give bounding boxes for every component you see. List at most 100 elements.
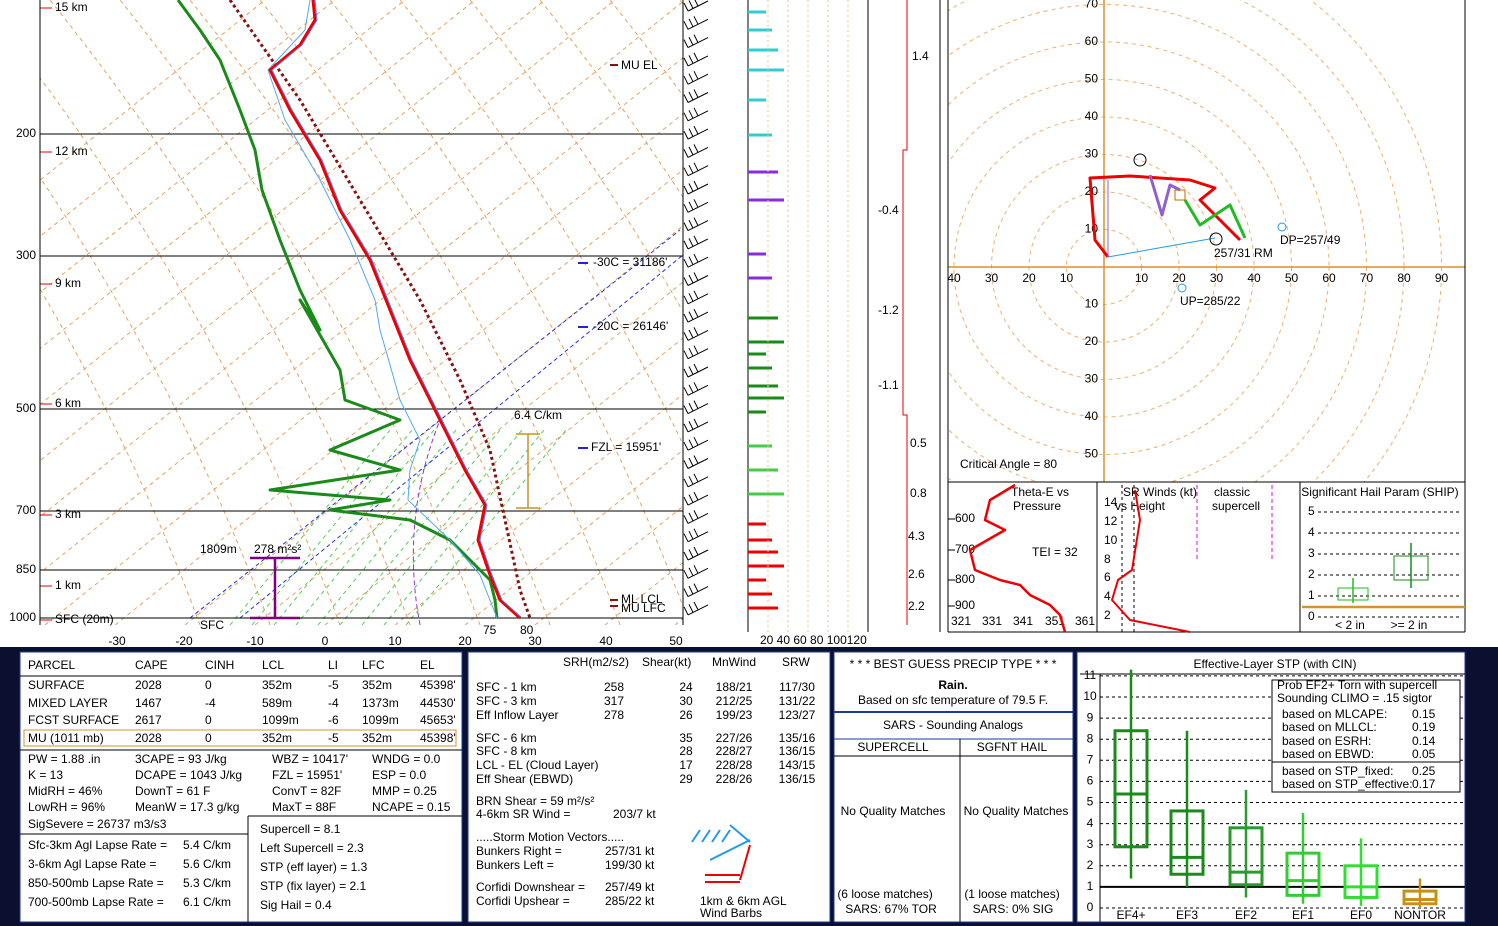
label: 40 bbox=[1085, 409, 1099, 423]
label: SURFACE bbox=[28, 678, 85, 692]
line bbox=[683, 149, 689, 158]
label: 30 bbox=[679, 694, 693, 708]
line bbox=[688, 567, 694, 577]
line bbox=[254, 281, 683, 625]
label: 35 bbox=[679, 731, 693, 745]
label: 44530' bbox=[420, 696, 456, 710]
label: CINH bbox=[205, 658, 234, 672]
label: MeanW = 17.3 g/kg bbox=[135, 800, 239, 814]
line bbox=[683, 167, 689, 176]
line bbox=[688, 476, 694, 485]
line bbox=[688, 18, 694, 28]
label: 4 bbox=[1308, 525, 1315, 539]
dry-adiabat bbox=[329, 0, 683, 608]
label: 0.25 bbox=[1412, 764, 1436, 778]
label: WBZ = 10417' bbox=[272, 752, 348, 766]
label: 40 bbox=[947, 271, 961, 285]
label: 3CAPE = 93 J/kg bbox=[135, 752, 227, 766]
line bbox=[239, 254, 683, 619]
line bbox=[688, 201, 694, 211]
line bbox=[709, 839, 751, 861]
label: 228/27 bbox=[716, 744, 753, 758]
label: SRW bbox=[782, 655, 810, 669]
line bbox=[693, 436, 699, 446]
line bbox=[693, 70, 699, 80]
label: Shear(kt) bbox=[642, 655, 691, 669]
line bbox=[693, 345, 699, 354]
label: 5.4 C/km bbox=[183, 838, 231, 852]
label: 6.1 C/km bbox=[183, 895, 231, 909]
dry-adiabat bbox=[259, 0, 621, 625]
label: 352m bbox=[362, 731, 392, 745]
label: Significant Hail Param (SHIP) bbox=[1301, 485, 1458, 499]
label: 26 bbox=[679, 708, 693, 722]
dry-adiabat bbox=[40, 176, 271, 625]
label: 900 bbox=[955, 598, 975, 612]
line bbox=[688, 73, 694, 82]
label: 2617 bbox=[135, 713, 162, 727]
label: NCAPE = 0.15 bbox=[372, 800, 451, 814]
label: 5 bbox=[1308, 504, 1315, 518]
label: 0.17 bbox=[1412, 777, 1436, 791]
line bbox=[688, 384, 694, 394]
line bbox=[693, 180, 699, 190]
label: LCL - EL (Cloud Layer) bbox=[476, 758, 599, 772]
label: MnWind bbox=[712, 655, 756, 669]
line bbox=[688, 183, 694, 192]
line bbox=[688, 164, 694, 174]
line bbox=[693, 400, 699, 409]
line bbox=[683, 588, 689, 597]
label: 2 bbox=[1087, 858, 1094, 872]
label: EL bbox=[420, 658, 435, 672]
label: 131/22 bbox=[779, 694, 816, 708]
label: 352m bbox=[362, 678, 392, 692]
label: K = 13 bbox=[28, 768, 63, 782]
column-trace bbox=[902, 0, 908, 625]
line bbox=[683, 130, 689, 140]
label: 589m bbox=[262, 696, 292, 710]
line bbox=[688, 91, 694, 101]
label: 0.19 bbox=[1412, 720, 1436, 734]
height-label: 6 km bbox=[55, 396, 81, 410]
line bbox=[693, 510, 699, 519]
line bbox=[688, 329, 694, 339]
label: MMP = 0.25 bbox=[372, 784, 437, 798]
line bbox=[683, 313, 689, 323]
label: 0 bbox=[1308, 609, 1315, 623]
line bbox=[688, 128, 694, 137]
label: 50 bbox=[1285, 271, 1299, 285]
line bbox=[693, 382, 699, 391]
label: BRN Shear = 59 m²/s² bbox=[476, 794, 594, 808]
height-label: 9 km bbox=[55, 276, 81, 290]
label: 45398' bbox=[420, 678, 456, 692]
label: 800 bbox=[955, 572, 975, 586]
label: 341 bbox=[1013, 614, 1033, 628]
label: Bunkers Left = bbox=[476, 858, 554, 872]
line bbox=[383, 429, 545, 625]
label: 0 bbox=[205, 713, 212, 727]
dry-adiabat bbox=[609, 0, 683, 97]
line bbox=[688, 274, 694, 284]
label: >= 2 in bbox=[1391, 618, 1428, 632]
label: Corfidi Upshear = bbox=[476, 894, 570, 908]
label: SGFNT HAIL bbox=[977, 740, 1048, 754]
temp-label: 10 bbox=[388, 634, 402, 648]
label: 30 bbox=[1085, 147, 1099, 161]
label: Theta-E vs bbox=[1011, 485, 1069, 499]
label: 4 bbox=[1087, 816, 1094, 830]
line bbox=[683, 515, 689, 524]
label: DownT = 61 F bbox=[135, 784, 210, 798]
label: supercell bbox=[1212, 499, 1260, 513]
label: ESP = 0.0 bbox=[372, 768, 426, 782]
line bbox=[688, 0, 694, 9]
line bbox=[688, 457, 694, 467]
line bbox=[683, 606, 689, 616]
label: 1099m bbox=[262, 713, 299, 727]
line bbox=[683, 240, 689, 250]
label: Supercell = 8.1 bbox=[260, 822, 341, 836]
label: LFC bbox=[362, 658, 385, 672]
line bbox=[683, 332, 689, 341]
line bbox=[683, 222, 689, 231]
line bbox=[693, 473, 699, 483]
trace bbox=[968, 483, 1067, 633]
